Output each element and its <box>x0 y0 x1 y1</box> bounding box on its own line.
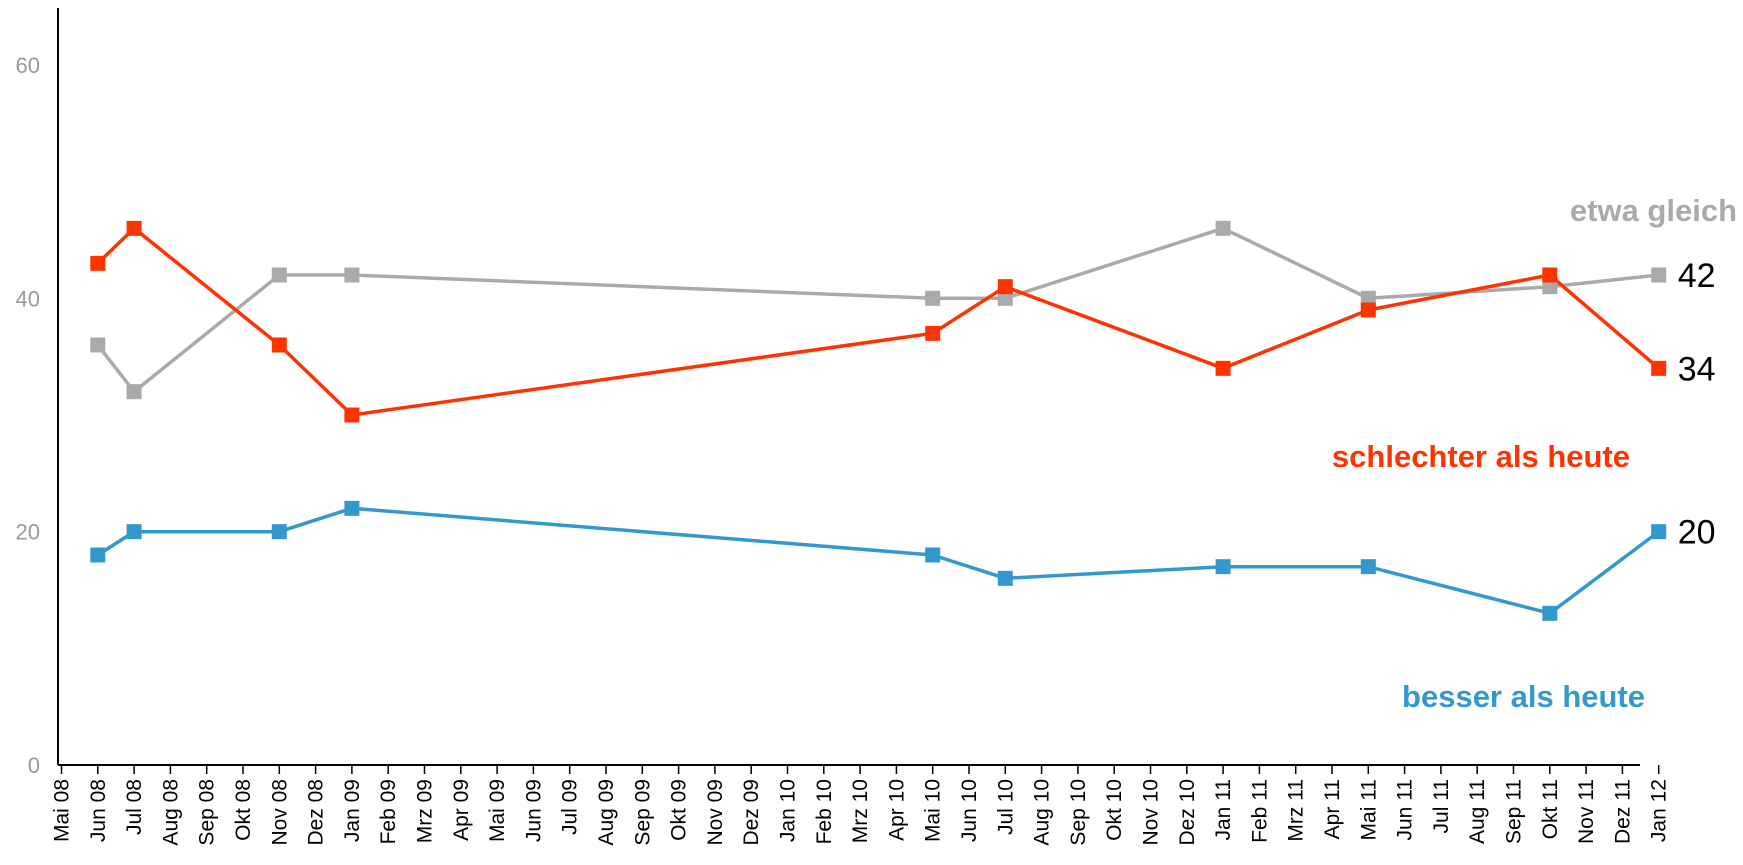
end-value-labels: 42 34 20 <box>1678 257 1716 552</box>
y-tick-label: 60 <box>16 53 40 78</box>
x-tick-label: Okt 08 <box>232 779 255 841</box>
data-point-marker <box>1651 524 1667 540</box>
x-tick-label: Jul 11 <box>1430 779 1453 833</box>
x-tick-label: Feb 11 <box>1248 779 1271 843</box>
x-tick-label: Jan 11 <box>1212 779 1235 841</box>
x-tick-label: Sep 08 <box>196 779 219 846</box>
x-tick-label: Jun 10 <box>958 779 981 842</box>
x-tick-label: Apr 09 <box>450 779 473 841</box>
data-point-marker <box>271 337 287 353</box>
series-name-label: schlechter als heute <box>1332 439 1630 474</box>
x-tick-label: Mrz 09 <box>414 779 437 843</box>
data-point-marker <box>344 500 360 516</box>
series-name-labels: etwa gleich schlechter als heute besser al… <box>1332 193 1737 714</box>
x-tick-label: Nov 10 <box>1140 779 1163 846</box>
x-tick-labels: Mai 08 Jun 08 Jul 08 Aug 08 Sep 08 Okt 08 Nov … <box>51 779 1671 846</box>
y-tick-label: 0 <box>28 753 40 778</box>
x-tick-label: Okt 11 <box>1539 779 1562 839</box>
series-name-label: etwa gleich <box>1570 193 1737 228</box>
x-tick-label: Sep 10 <box>1067 779 1090 846</box>
y-tick-label: 20 <box>16 520 40 545</box>
y-axis: 0 20 40 60 <box>16 8 59 778</box>
data-point-marker <box>925 325 941 341</box>
x-tick-label: Dez 11 <box>1611 779 1634 844</box>
series-lines <box>96 226 1660 616</box>
series-line <box>96 226 1660 417</box>
x-tick-label: Feb 09 <box>377 779 400 844</box>
y-tick-label: 40 <box>16 286 40 311</box>
data-point-marker <box>997 279 1013 295</box>
data-point-marker <box>1651 267 1667 283</box>
x-tick-label: Jul 10 <box>994 779 1017 835</box>
series-line <box>96 226 1659 394</box>
x-tick-label: Mrz 11 <box>1285 779 1308 842</box>
series-name-label: besser als heute <box>1402 679 1645 714</box>
data-point-marker <box>271 524 287 540</box>
x-tick-label: Nov 08 <box>268 779 291 846</box>
x-tick-label: Aug 08 <box>159 779 182 846</box>
data-point-marker <box>925 547 941 563</box>
data-point-marker <box>1215 220 1231 236</box>
x-tick-label: Nov 09 <box>704 779 727 846</box>
x-tick-label: Apr 10 <box>885 779 908 841</box>
series-line <box>96 506 1660 616</box>
data-point-marker <box>1215 360 1231 376</box>
data-point-marker <box>271 267 287 283</box>
x-tick-label: Aug 10 <box>1031 779 1054 846</box>
x-tick-label: Aug 09 <box>595 779 618 846</box>
x-tick-label: Mrz 10 <box>849 779 872 843</box>
x-tick-label: Jan 09 <box>341 779 364 842</box>
x-tick-label: Okt 10 <box>1103 779 1126 841</box>
x-tick-label: Jul 09 <box>559 779 582 835</box>
x-tick-label: Dez 10 <box>1176 779 1199 846</box>
data-point-marker <box>1360 559 1376 575</box>
x-tick-label: Dez 08 <box>305 779 328 846</box>
data-point-marker <box>126 220 142 236</box>
x-axis: Mai 08 Jun 08 Jul 08 Aug 08 Sep 08 Okt 08 Nov … <box>51 764 1671 846</box>
x-tick-label: Jun 09 <box>522 779 545 842</box>
data-point-marker <box>1542 267 1558 283</box>
data-point-marker <box>1542 605 1558 621</box>
data-point-marker <box>344 407 360 423</box>
x-tick-label: Sep 11 <box>1503 779 1526 844</box>
x-tick-label: Jan 10 <box>777 779 800 842</box>
data-point-marker <box>90 255 106 271</box>
x-tick-label: Jun 11 <box>1394 779 1417 841</box>
x-tick-label: Mai 10 <box>922 779 945 842</box>
data-point-marker <box>1542 279 1558 295</box>
end-value-label: 20 <box>1678 514 1716 552</box>
x-tick-label: Sep 09 <box>631 779 654 846</box>
data-point-marker <box>997 570 1013 586</box>
x-tick-label: Jun 08 <box>87 779 110 842</box>
data-point-marker <box>925 290 941 306</box>
x-tick-label: Nov 11 <box>1575 779 1598 844</box>
x-tick-label: Mai 08 <box>51 779 74 842</box>
x-tick-label: Aug 11 <box>1466 779 1489 844</box>
end-value-label: 42 <box>1678 257 1716 295</box>
data-point-marker <box>1360 302 1376 318</box>
x-tick-marks <box>60 765 1660 774</box>
x-tick-label: Feb 10 <box>813 779 836 844</box>
x-tick-label: Mai 11 <box>1357 779 1380 840</box>
end-value-label: 34 <box>1678 350 1716 388</box>
data-point-marker <box>1651 360 1667 376</box>
x-tick-label: Jan 12 <box>1648 779 1671 842</box>
data-point-marker <box>90 337 106 353</box>
data-point-marker <box>1215 559 1231 575</box>
data-point-marker <box>344 267 360 283</box>
y-tick-labels: 0 20 40 60 <box>16 53 40 778</box>
data-point-marker <box>1360 290 1376 306</box>
x-tick-label: Apr 11 <box>1321 779 1344 839</box>
data-point-marker <box>90 547 106 563</box>
data-point-marker <box>126 384 142 400</box>
data-point-marker <box>997 290 1013 306</box>
series-markers <box>90 220 1667 621</box>
x-tick-label: Jul 08 <box>123 779 146 835</box>
x-tick-label: Dez 09 <box>740 779 763 846</box>
data-point-marker <box>126 524 142 540</box>
x-tick-label: Mai 09 <box>486 779 509 842</box>
x-tick-label: Okt 09 <box>668 779 691 841</box>
